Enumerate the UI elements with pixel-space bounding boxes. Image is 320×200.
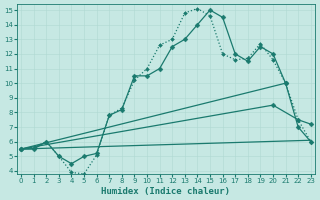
X-axis label: Humidex (Indice chaleur): Humidex (Indice chaleur) xyxy=(101,187,230,196)
